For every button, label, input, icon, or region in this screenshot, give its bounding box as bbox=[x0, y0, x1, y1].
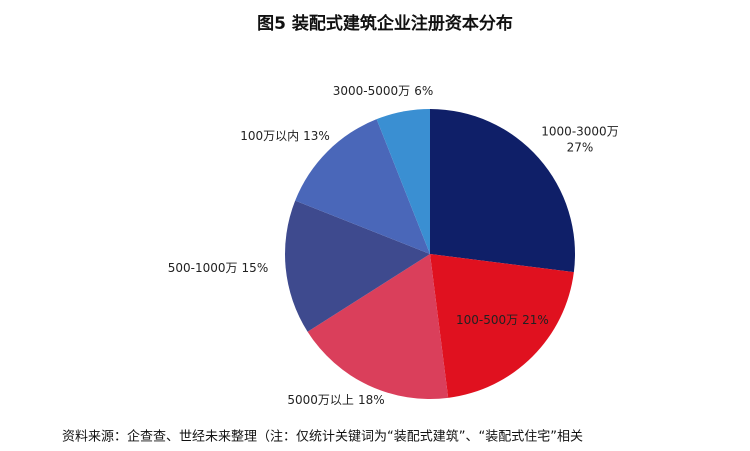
labels: 1000-3000万 27% 100-500万 21% 5000万以上 18% 500-10… bbox=[168, 84, 619, 407]
pie bbox=[285, 109, 575, 399]
value-label: 21% bbox=[522, 313, 549, 327]
value-label: 15% bbox=[242, 261, 269, 275]
pie-slice bbox=[307, 254, 449, 399]
slice-label: 3000-5000万 6% bbox=[333, 84, 433, 98]
category-label: 100万以内 bbox=[240, 129, 299, 143]
category-label: 100-500万 bbox=[456, 313, 518, 327]
pie-slice bbox=[376, 109, 430, 254]
pie-slice bbox=[285, 200, 430, 332]
slice-label: 5000万以上 18% bbox=[287, 393, 384, 407]
category-label: 5000万以上 bbox=[287, 393, 354, 407]
source-note: 资料来源：企查查、世经未来整理（注：仅统计关键词为“装配式建筑”、“装配式住宅”… bbox=[62, 429, 583, 445]
category-label: 1000-3000万 bbox=[541, 125, 618, 139]
chart-title: 图5 装配式建筑企业注册资本分布 bbox=[257, 13, 513, 34]
value-label: 6% bbox=[414, 84, 433, 98]
slice-label: 500-1000万 15% bbox=[168, 261, 268, 275]
value-label: 18% bbox=[358, 393, 385, 407]
pie-slice bbox=[430, 109, 575, 273]
category-label: 3000-5000万 bbox=[333, 84, 410, 98]
pie-slice bbox=[295, 119, 430, 255]
value-label: 27% bbox=[567, 141, 594, 155]
pie-slice bbox=[430, 254, 574, 398]
value-label: 13% bbox=[303, 129, 330, 143]
slice-label: 100-500万 21% bbox=[456, 313, 549, 327]
category-label: 500-1000万 bbox=[168, 261, 238, 275]
slice-label: 100万以内 13% bbox=[240, 129, 330, 143]
